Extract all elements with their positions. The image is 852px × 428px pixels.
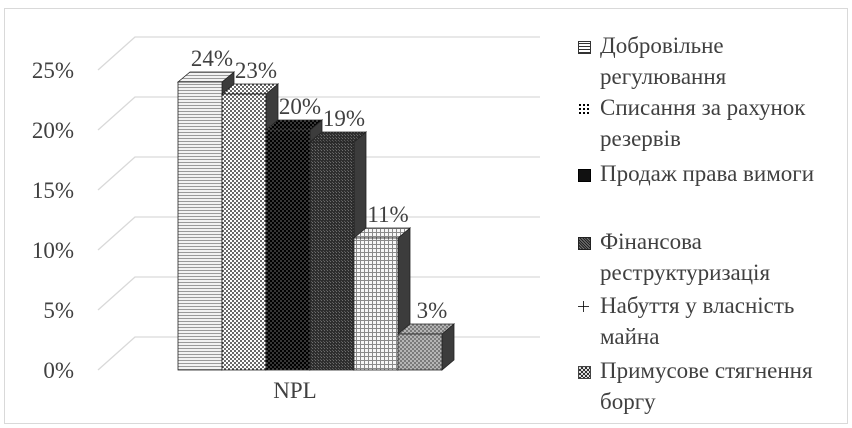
data-label: 11%	[367, 202, 408, 227]
y-tick-label: 10%	[32, 238, 74, 263]
gridline	[97, 36, 540, 71]
data-label: 23%	[235, 58, 277, 83]
gridline	[97, 216, 540, 251]
data-label: 20%	[279, 94, 321, 119]
legend-label: Фінансова реструктуризація	[600, 229, 771, 285]
legend-label: Добровільне регулювання	[600, 33, 727, 89]
legend-item: Добровільне регулювання	[578, 30, 846, 92]
legend-item: Продаж права вимоги	[578, 158, 846, 189]
y-tick-label: 5%	[43, 298, 74, 323]
chart-frame	[4, 8, 848, 424]
legend-item: Набуття у власність майна	[578, 290, 846, 352]
bar-front	[177, 81, 223, 371]
legend-swatch	[578, 103, 589, 114]
bar-front	[397, 333, 443, 371]
data-label: 3%	[417, 298, 448, 323]
gridline	[97, 96, 540, 131]
bar-front	[221, 93, 267, 371]
legend-label: Набуття у власність майна	[600, 293, 795, 349]
bar	[352, 227, 412, 371]
legend-label: Примусове стягнення боргу	[600, 358, 813, 414]
legend-item: Примусове стягнення боргу	[578, 355, 846, 417]
bar-front	[309, 141, 355, 371]
y-tick-label: 15%	[32, 178, 74, 203]
data-label: 19%	[323, 106, 365, 131]
bar	[396, 323, 456, 371]
legend-swatch	[578, 237, 591, 250]
legend-swatch	[578, 366, 591, 379]
bar-front	[265, 129, 311, 371]
legend-swatch	[578, 169, 591, 182]
legend-item: Списання за рахунок резервів	[578, 92, 846, 154]
y-tick-label: 0%	[43, 358, 74, 383]
legend-swatch	[578, 41, 591, 54]
y-tick-label: 20%	[32, 118, 74, 143]
legend-label: Списання за рахунок резервів	[600, 95, 806, 151]
data-label: 24%	[191, 46, 233, 71]
legend-label: Продаж права вимоги	[600, 161, 814, 186]
bar-front	[353, 237, 399, 371]
legend-swatch	[578, 301, 589, 312]
y-tick-label: 25%	[32, 58, 74, 83]
legend-item: Фінансова реструктуризація	[578, 226, 846, 288]
gridline	[97, 156, 540, 191]
x-tick-label: NPL	[273, 378, 316, 403]
